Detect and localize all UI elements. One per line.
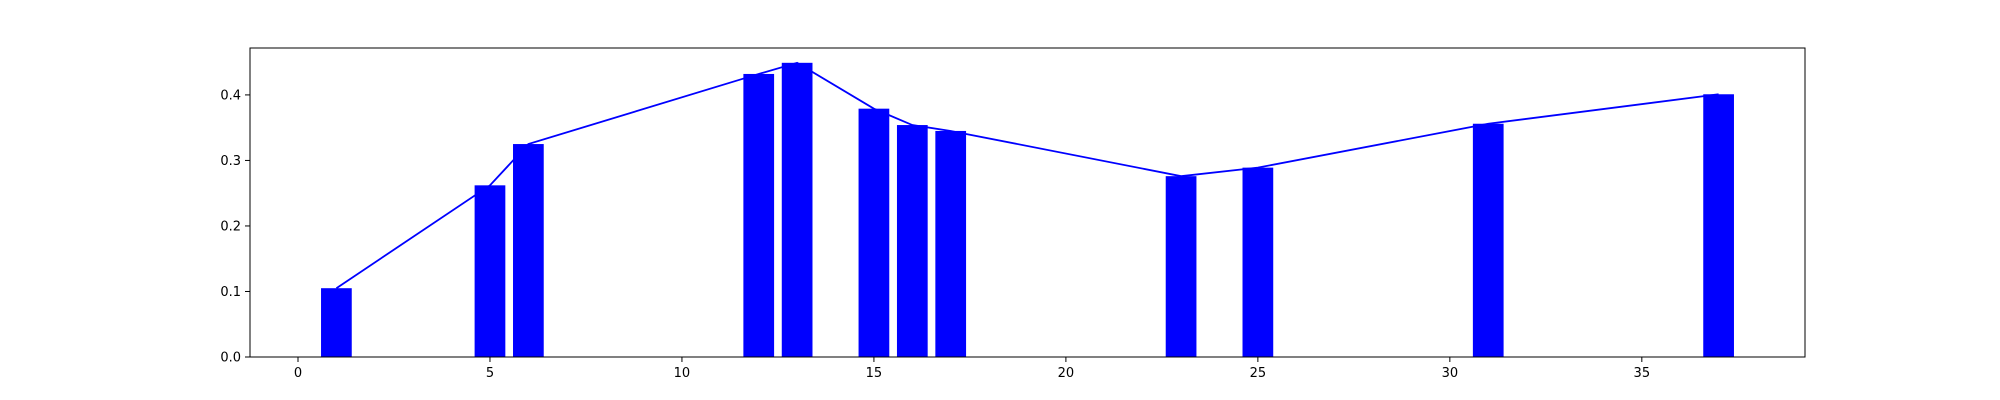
bar bbox=[858, 108, 890, 357]
y-tick-label: 0.1 bbox=[220, 285, 241, 300]
bar bbox=[321, 288, 352, 357]
y-tick-label: 0.4 bbox=[220, 88, 241, 103]
series-line bbox=[335, 61, 1719, 289]
bar bbox=[1472, 123, 1504, 358]
bar bbox=[896, 125, 928, 357]
plot-frame bbox=[249, 47, 1806, 358]
line-group bbox=[335, 61, 1719, 289]
bar bbox=[1703, 94, 1734, 357]
x-tick-label: 35 bbox=[1634, 366, 1651, 381]
x-axis-ticks: 0 5 10 15 20 25 30 35 bbox=[294, 357, 1650, 381]
x-tick-label: 10 bbox=[674, 366, 691, 381]
x-tick-label: 0 bbox=[294, 366, 302, 381]
x-tick-label: 20 bbox=[1058, 366, 1075, 381]
bar bbox=[1242, 167, 1274, 357]
bar bbox=[1165, 176, 1197, 357]
y-tick-label: 0.0 bbox=[220, 351, 241, 366]
bar bbox=[513, 144, 544, 357]
bar bbox=[743, 73, 775, 357]
axes-group bbox=[249, 47, 1806, 358]
bar bbox=[474, 185, 506, 357]
bars-group bbox=[321, 62, 1734, 358]
y-axis-ticks: 0.0 0.1 0.2 0.3 0.4 bbox=[220, 88, 250, 366]
y-tick-label: 0.2 bbox=[220, 219, 241, 234]
x-tick-label: 25 bbox=[1250, 366, 1267, 381]
x-tick-label: 5 bbox=[486, 366, 494, 381]
bar bbox=[935, 130, 967, 357]
bar bbox=[781, 62, 813, 358]
x-tick-label: 30 bbox=[1442, 366, 1459, 381]
y-tick-label: 0.3 bbox=[220, 154, 241, 169]
x-tick-label: 15 bbox=[866, 366, 883, 381]
